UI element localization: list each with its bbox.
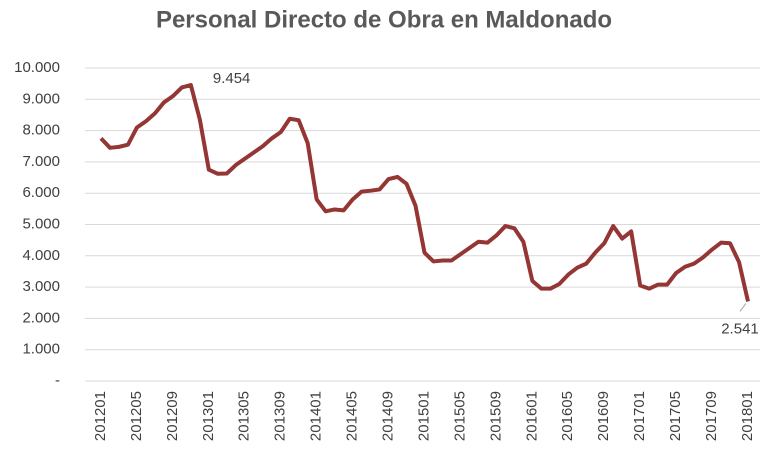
data-line — [99, 83, 750, 302]
x-tick-label: 201501 — [415, 391, 432, 441]
y-tick-label: 9.000 — [22, 90, 60, 107]
data-label: 2.541 — [721, 320, 759, 337]
x-tick-label: 201409 — [380, 391, 397, 441]
x-tick-label: 201205 — [128, 391, 145, 441]
chart-title: Personal Directo de Obra en Maldonado — [156, 6, 612, 33]
x-tick-label: 201305 — [236, 391, 253, 441]
x-tick-label: 201401 — [308, 391, 325, 441]
x-tick-label: 201701 — [631, 391, 648, 441]
x-tick-label: 201705 — [667, 391, 684, 441]
data-label: 9.454 — [213, 70, 251, 87]
leader-line — [739, 303, 747, 312]
y-tick-label: 8.000 — [22, 122, 60, 139]
y-tick-label: 4.000 — [22, 247, 60, 264]
x-tick-label: 201801 — [739, 391, 756, 441]
y-tick-label: 1.000 — [22, 341, 60, 358]
x-tick-label: 201605 — [559, 391, 576, 441]
x-tick-label: 201509 — [487, 391, 504, 441]
y-tick-label: - — [55, 372, 60, 389]
x-tick-label: 201209 — [164, 391, 181, 441]
x-tick-label: 201405 — [344, 391, 361, 441]
x-tick-label: 201301 — [200, 391, 217, 441]
y-tick-label: 6.000 — [22, 184, 60, 201]
x-tick-label: 201505 — [451, 391, 468, 441]
x-tick-label: 201201 — [92, 391, 109, 441]
y-tick-label: 7.000 — [22, 153, 60, 170]
x-tick-label: 201601 — [523, 391, 540, 441]
x-tick-label: 201309 — [272, 391, 289, 441]
y-tick-label: 5.000 — [22, 215, 60, 232]
y-tick-label: 2.000 — [22, 309, 60, 326]
y-tick-label: 10.000 — [14, 59, 60, 76]
x-tick-label: 201709 — [703, 391, 720, 441]
y-tick-label: 3.000 — [22, 278, 60, 295]
x-tick-label: 201609 — [595, 391, 612, 441]
